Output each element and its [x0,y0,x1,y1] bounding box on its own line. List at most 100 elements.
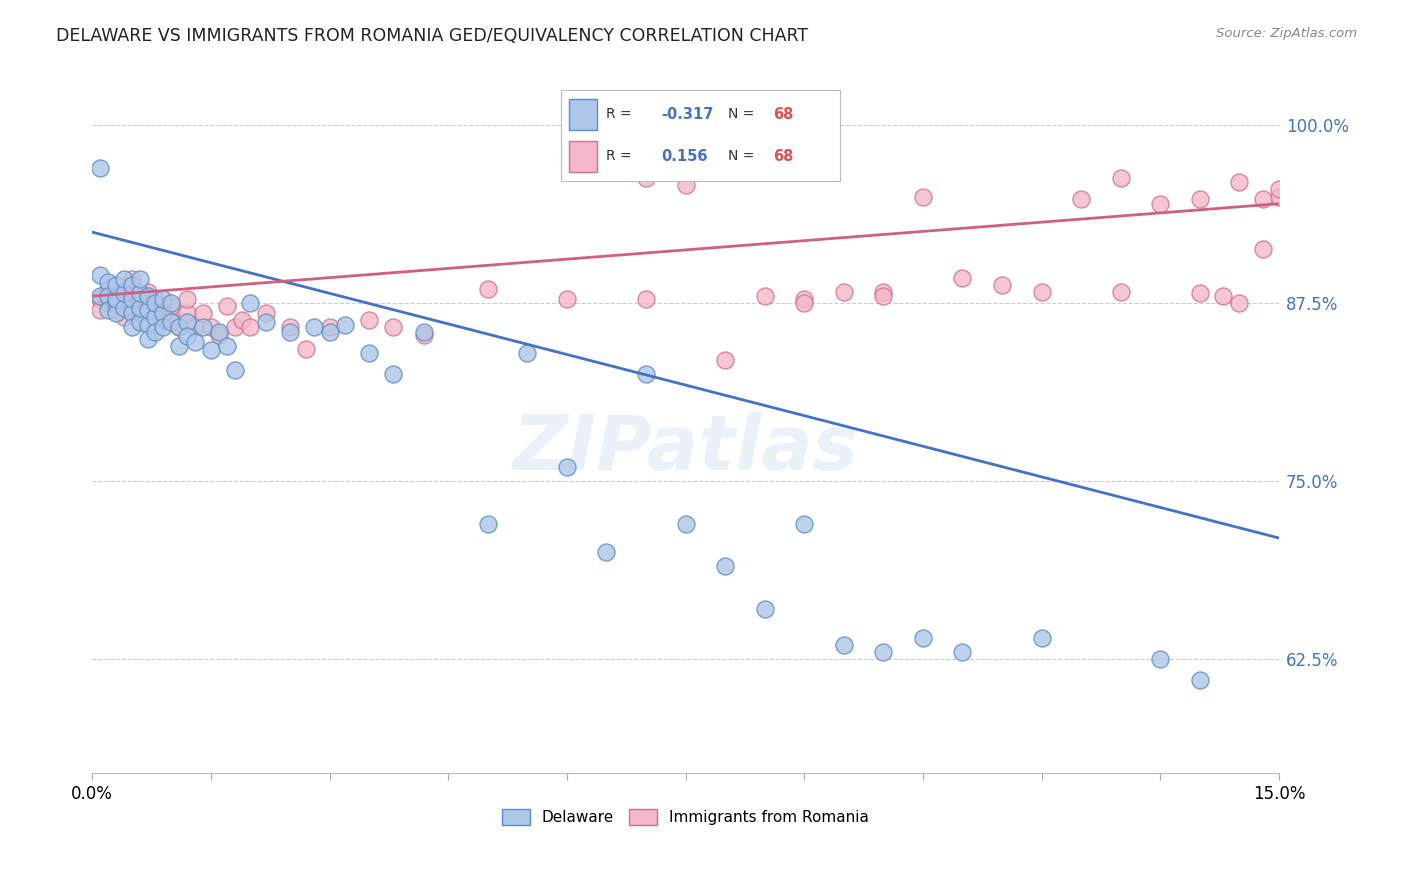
Point [104,292,127,306]
Point [104,296,127,310]
Point [911,631,934,645]
Point [208,325,231,339]
Point [112,292,135,306]
Point [793,516,815,531]
Point [121,292,143,306]
Point [224,363,246,377]
Point [136,303,159,318]
Text: DELAWARE VS IMMIGRANTS FROM ROMANIA GED/EQUIVALENCY CORRELATION CHART: DELAWARE VS IMMIGRANTS FROM ROMANIA GED/… [56,27,808,45]
Legend: Delaware, Immigrants from Romania: Delaware, Immigrants from Romania [502,809,869,825]
Point [128,306,150,320]
Point [872,645,894,659]
Point [97,289,120,303]
Point [793,296,815,310]
Point [872,285,894,299]
Point [872,289,894,303]
Point [477,282,499,296]
Point [152,299,174,313]
Point [239,296,262,310]
Point [89,161,111,175]
Point [1149,196,1171,211]
Point [152,320,174,334]
Point [278,320,301,334]
Point [555,292,578,306]
Point [160,315,183,329]
Point [1251,242,1274,256]
Point [254,306,277,320]
Point [89,268,111,282]
Point [1188,673,1211,688]
Point [714,353,737,368]
Point [357,313,380,327]
Point [318,320,340,334]
Point [1251,193,1274,207]
Point [318,325,340,339]
Point [1268,189,1291,203]
Point [167,320,190,334]
Point [191,306,214,320]
Point [128,272,150,286]
Point [160,296,183,310]
Point [911,189,934,203]
Point [357,346,380,360]
Point [1070,193,1092,207]
Point [516,346,538,360]
Point [176,306,198,320]
Point [1212,289,1234,303]
Point [1268,182,1291,196]
Point [128,315,150,329]
Point [136,318,159,332]
Point [952,270,974,285]
Point [239,320,262,334]
Point [254,315,277,329]
Point [634,292,657,306]
Point [167,339,190,353]
Point [145,292,167,306]
Point [294,342,316,356]
Point [208,327,231,342]
Point [184,334,207,349]
Point [136,332,159,346]
Point [952,645,974,659]
Point [97,275,120,289]
Point [477,516,499,531]
Point [191,320,214,334]
Point [1227,296,1250,310]
Point [675,178,697,193]
Point [128,292,150,306]
Point [112,286,135,301]
Point [160,313,183,327]
Point [121,320,143,334]
Point [302,320,325,334]
Point [97,303,120,318]
Point [754,289,776,303]
Point [145,310,167,325]
Point [104,277,127,292]
Point [1109,285,1132,299]
Point [128,286,150,301]
Point [128,301,150,315]
Point [714,559,737,574]
Point [215,299,238,313]
Point [89,292,111,306]
Point [121,286,143,301]
Point [112,310,135,325]
Point [121,301,143,315]
Point [121,277,143,292]
Point [152,306,174,320]
Point [1031,285,1053,299]
Point [1188,286,1211,301]
Point [97,296,120,310]
Point [754,602,776,616]
Point [1149,652,1171,666]
Point [991,277,1014,292]
Point [555,459,578,474]
Point [121,306,143,320]
Point [1227,175,1250,189]
Point [121,272,143,286]
Point [1109,171,1132,186]
Point [136,299,159,313]
Point [145,325,167,339]
Point [167,320,190,334]
Point [145,306,167,320]
